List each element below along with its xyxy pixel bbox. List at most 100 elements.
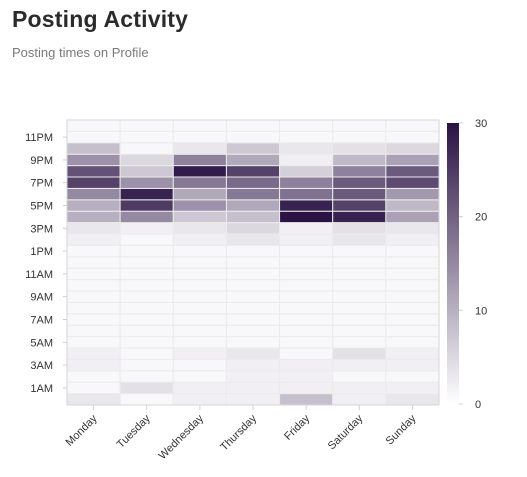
heatmap-cell — [385, 358, 440, 372]
heatmap-cell — [66, 153, 121, 167]
heatmap-cell — [66, 267, 121, 281]
heatmap-cell — [332, 393, 387, 406]
x-tick-label: Wednesday — [157, 412, 207, 462]
heatmap-cell — [332, 381, 387, 395]
heatmap-cell — [225, 301, 281, 315]
heatmap-cell — [332, 290, 387, 303]
y-tick-label: 7AM — [30, 315, 53, 327]
y-tick-label: 11AM — [25, 269, 53, 281]
heatmap-cell — [225, 336, 281, 349]
y-tick-label: 9PM — [30, 155, 53, 167]
heatmap-cell — [332, 301, 387, 315]
heatmap-cell — [66, 244, 121, 258]
heatmap-cell — [385, 142, 440, 155]
heatmap-cell — [119, 347, 174, 360]
heatmap-cell — [385, 267, 440, 281]
heatmap-cell — [332, 210, 387, 224]
heatmap-cell — [172, 336, 227, 349]
x-tick-label: Friday — [282, 412, 312, 442]
heatmap-cell — [279, 370, 334, 383]
heatmap-cell — [332, 244, 387, 258]
heatmap-cell — [225, 267, 281, 281]
heatmap-cell — [279, 393, 334, 406]
heatmap-cell — [119, 267, 174, 281]
x-tick-label: Saturday — [326, 412, 366, 452]
heatmap-cell — [119, 142, 174, 155]
heatmap-cell — [279, 130, 334, 144]
heatmap-cell — [385, 153, 440, 167]
heatmap-cell — [385, 222, 440, 235]
heatmap-cell — [332, 222, 387, 235]
heatmap-cell — [225, 358, 281, 372]
heatmap-cell — [119, 370, 174, 383]
heatmap-cell — [385, 210, 440, 224]
heatmap-cell — [172, 290, 227, 303]
colorbar-gradient — [447, 123, 459, 404]
heatmap-cell — [332, 347, 387, 360]
heatmap-cell — [279, 313, 334, 326]
heatmap-cell — [66, 165, 121, 178]
heatmap-cell — [66, 199, 121, 212]
heatmap-cell — [225, 324, 281, 338]
heatmap-cell — [119, 244, 174, 258]
heatmap-cell — [332, 233, 387, 246]
heatmap-cell — [279, 176, 334, 189]
x-axis: Monday Tuesday Wednesday Thursday Friday Satu… — [64, 405, 419, 462]
colorbar-tick-label: 20 — [475, 212, 487, 224]
heatmap-cell — [172, 393, 227, 406]
chart-subtitle: Posting times on Profile — [12, 45, 149, 60]
heatmap-cell — [332, 199, 387, 212]
heatmap-cell — [279, 244, 334, 258]
heatmap-cell — [66, 176, 121, 189]
heatmap-cell — [279, 324, 334, 338]
heatmap-cell — [172, 244, 227, 258]
heatmap-cell — [172, 313, 227, 326]
heatmap-cell — [225, 381, 281, 395]
heatmap-cell — [332, 153, 387, 167]
heatmap-cell — [66, 279, 121, 292]
heatmap-cell — [119, 336, 174, 349]
heatmap-cell — [66, 370, 121, 383]
heatmap-cell — [332, 279, 387, 292]
heatmap-cell — [385, 233, 440, 246]
heatmap-cell — [225, 233, 281, 246]
heatmap-cell — [225, 256, 281, 269]
heatmap-cell — [66, 119, 121, 132]
heatmap-cell — [385, 279, 440, 292]
y-tick-label: 9AM — [30, 292, 53, 304]
heatmap-cell — [172, 187, 227, 201]
heatmap-cell — [225, 347, 281, 360]
heatmap-cell — [119, 210, 174, 224]
heatmap-cell — [119, 381, 174, 395]
heatmap-cell — [385, 130, 440, 144]
heatmap-cell — [172, 370, 227, 383]
heatmap-cell — [385, 244, 440, 258]
heatmap-cell — [66, 222, 121, 235]
y-tick-label: 3AM — [30, 360, 53, 372]
heatmap-cell — [279, 222, 334, 235]
heatmap-cell — [332, 336, 387, 349]
heatmap-cell — [119, 393, 174, 406]
heatmap-cell — [332, 370, 387, 383]
heatmap-cell — [225, 176, 281, 189]
heatmap-cell — [385, 256, 440, 269]
heatmap-cell — [225, 199, 281, 212]
heatmap-cell — [119, 233, 174, 246]
heatmap-cell — [225, 165, 281, 178]
heatmap-cell — [279, 347, 334, 360]
heatmap-cell — [66, 313, 121, 326]
heatmap-cells — [66, 119, 440, 406]
heatmap-cell — [119, 256, 174, 269]
chart-title: Posting Activity — [12, 6, 189, 32]
heatmap-cell — [385, 347, 440, 360]
heatmap-cell — [119, 119, 174, 132]
heatmap-cell — [332, 142, 387, 155]
heatmap-cell — [66, 358, 121, 372]
heatmap-cell — [332, 119, 387, 132]
heatmap-cell — [279, 279, 334, 292]
heatmap-cell — [66, 301, 121, 315]
heatmap-cell — [225, 222, 281, 235]
heatmap-cell — [172, 279, 227, 292]
heatmap-cell — [119, 176, 174, 189]
